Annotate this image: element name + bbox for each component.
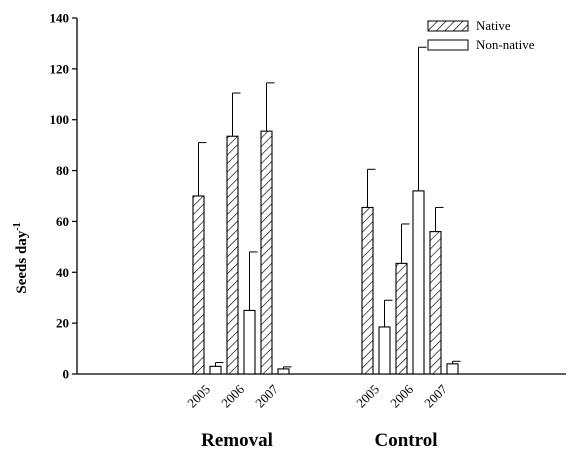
year-label: 2007: [252, 381, 281, 410]
bar-non-native-control-2005: [378, 326, 391, 375]
bar-non-native-removal-2007: [277, 368, 290, 375]
bar-native-control-2005: [361, 206, 374, 375]
bar-non-native-removal-2005: [209, 365, 222, 375]
bar-native-removal-2005: [192, 195, 205, 375]
bar-non-native-control-2006: [412, 190, 425, 375]
group-label-removal: Removal: [201, 430, 273, 451]
y-tick-label: 40: [56, 265, 69, 280]
y-tick-label: 120: [50, 61, 70, 76]
y-tick-label: 20: [56, 316, 69, 331]
y-tick-label: 60: [56, 214, 69, 229]
bar-native-removal-2006: [226, 135, 239, 375]
legend-label-native: Native: [476, 18, 511, 33]
y-tick-label: 100: [50, 112, 70, 127]
y-axis-title: Seeds day-1: [12, 222, 30, 293]
axes: 0 20 40 60 80 100 120 140: [50, 11, 566, 382]
year-label: 2005: [353, 382, 382, 411]
legend: Native Non-native: [427, 18, 535, 52]
bar-non-native-control-2007: [446, 363, 459, 375]
y-axis-title-superscript: -1: [12, 222, 23, 230]
bar-native-control-2006: [395, 262, 408, 375]
legend-swatch-native: [427, 20, 469, 32]
y-tick-label: 80: [56, 163, 69, 178]
year-label: 2006: [387, 381, 416, 410]
year-label: 2007: [421, 381, 450, 410]
bar-non-native-removal-2006: [243, 309, 256, 375]
bar-native-removal-2007: [260, 130, 273, 375]
legend-swatch-non-native: [427, 39, 469, 51]
error-bars: [198, 46, 461, 369]
y-tick-label: 0: [63, 367, 70, 382]
bar-native-control-2007: [429, 231, 442, 375]
group-label-control: Control: [375, 430, 438, 451]
y-tick-label: 140: [50, 11, 70, 26]
legend-label-non-native: Non-native: [476, 37, 535, 52]
year-label: 2005: [184, 382, 213, 411]
year-label: 2006: [218, 381, 247, 410]
